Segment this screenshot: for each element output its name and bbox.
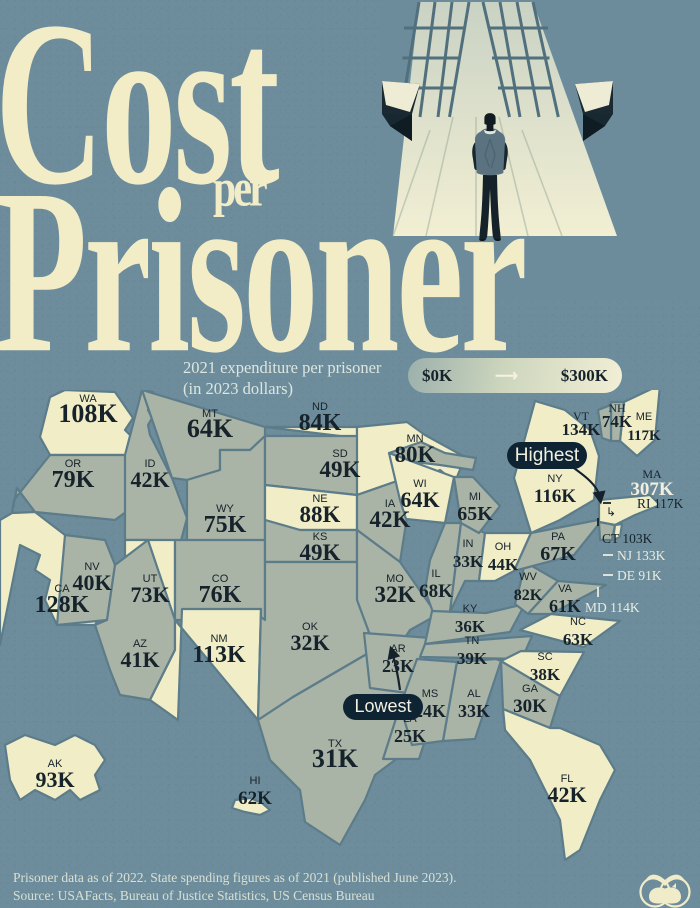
svg-text:40K: 40K [72,570,111,595]
svg-text:67K: 67K [540,543,576,565]
svg-text:NC: NC [570,616,586,628]
svg-text:61K: 61K [549,596,581,616]
svg-text:NY: NY [547,473,563,485]
svg-text:39K: 39K [457,649,488,668]
svg-text:79K: 79K [52,467,95,493]
svg-text:AL: AL [467,688,480,700]
svg-text:DE 91K: DE 91K [617,568,662,583]
svg-text:ME: ME [636,411,653,423]
svg-text:30K: 30K [513,696,547,717]
svg-text:36K: 36K [455,617,486,636]
svg-text:88K: 88K [300,502,341,527]
svg-text:33K: 33K [458,701,490,721]
svg-text:76K: 76K [199,582,242,608]
svg-text:MS: MS [422,688,439,700]
svg-text:42K: 42K [130,467,169,492]
svg-text:62K: 62K [238,788,272,809]
svg-text:116K: 116K [534,486,576,507]
svg-text:49K: 49K [320,457,361,482]
svg-text:117K: 117K [627,428,661,444]
svg-text:80K: 80K [395,442,436,467]
svg-text:SC: SC [537,651,552,663]
svg-text:41K: 41K [120,647,159,672]
svg-text:113K: 113K [192,642,246,668]
svg-text:HI: HI [250,775,261,787]
svg-text:63K: 63K [563,630,594,649]
svg-text:↳: ↳ [606,505,616,519]
svg-text:84K: 84K [299,410,342,436]
svg-text:Lowest: Lowest [354,696,411,716]
svg-text:93K: 93K [35,767,74,792]
svg-text:RI 117K: RI 117K [637,496,684,511]
svg-text:68K: 68K [419,581,453,602]
svg-text:31K: 31K [312,744,359,773]
svg-text:38K: 38K [530,665,561,684]
svg-text:OH: OH [495,541,512,553]
svg-text:WV: WV [519,571,537,583]
svg-text:74K: 74K [602,412,633,431]
svg-text:IN: IN [463,538,474,550]
svg-text:25K: 25K [394,726,426,746]
svg-text:73K: 73K [130,582,169,607]
svg-text:49K: 49K [300,540,341,565]
svg-text:134K: 134K [562,420,602,439]
svg-text:Highest: Highest [515,445,580,466]
svg-text:42K: 42K [547,782,586,807]
svg-text:65K: 65K [457,503,493,525]
svg-text:32K: 32K [290,630,329,655]
svg-text:MI: MI [469,491,481,503]
svg-text:75K: 75K [204,512,247,538]
svg-text:KY: KY [463,603,478,615]
svg-text:128K: 128K [35,592,90,618]
svg-text:VA: VA [558,583,573,595]
svg-text:82K: 82K [514,587,543,604]
svg-text:GA: GA [522,683,539,695]
svg-text:64K: 64K [187,414,234,443]
svg-text:MD 114K: MD 114K [585,600,640,615]
svg-text:TN: TN [465,635,480,647]
svg-text:CT 103K: CT 103K [602,531,653,546]
svg-text:PA: PA [551,531,566,543]
svg-text:32K: 32K [375,582,416,607]
svg-text:IL: IL [431,568,440,580]
svg-text:44K: 44K [488,555,519,574]
svg-text:NJ 133K: NJ 133K [617,548,666,563]
svg-text:64K: 64K [400,487,439,512]
svg-text:33K: 33K [453,552,484,571]
